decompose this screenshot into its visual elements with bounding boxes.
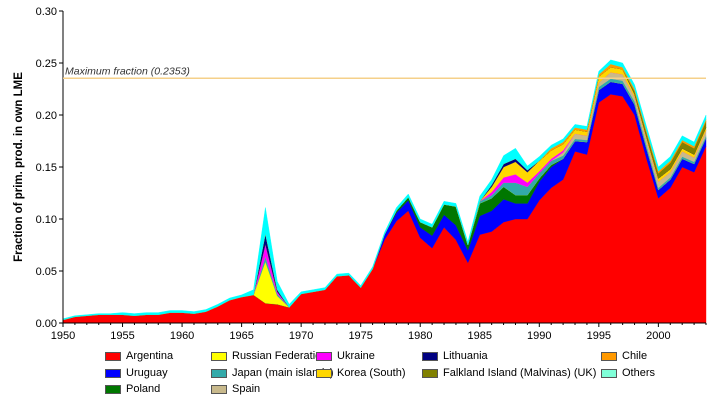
legend-swatch bbox=[422, 351, 438, 361]
y-tick-label: 0.15 bbox=[36, 162, 57, 174]
x-tick-label: 1955 bbox=[110, 330, 134, 342]
legend-swatch bbox=[211, 351, 227, 361]
legend-label: Japan (main islands) bbox=[232, 367, 334, 379]
legend-item: Chile bbox=[601, 349, 647, 363]
legend-label: Poland bbox=[126, 383, 161, 395]
legend-item: Argentina bbox=[105, 349, 173, 363]
legend-swatch bbox=[211, 368, 227, 378]
legend-swatch bbox=[316, 351, 332, 361]
legend-swatch bbox=[211, 384, 227, 394]
legend-label: Chile bbox=[622, 350, 648, 362]
x-tick-label: 2000 bbox=[646, 330, 670, 342]
legend-label: Russian Federation bbox=[232, 350, 328, 362]
y-axis-label: Fraction of prim. prod. in own LME bbox=[13, 72, 25, 262]
legend-swatch bbox=[105, 384, 121, 394]
legend-item: Ukraine bbox=[316, 349, 375, 363]
legend-label: Uruguay bbox=[126, 367, 168, 379]
x-tick-label: 1995 bbox=[587, 330, 611, 342]
max-fraction-reference: Maximum fraction (0.2353) bbox=[63, 65, 706, 80]
legend-swatch bbox=[601, 368, 617, 378]
area-series-group bbox=[62, 59, 707, 324]
y-tick-label: 0.30 bbox=[36, 6, 57, 18]
legend-item: Russian Federation bbox=[211, 349, 327, 363]
legend-item: Japan (main islands) bbox=[211, 366, 334, 380]
legend-item: Falkland Island (Malvinas) (UK) bbox=[422, 366, 596, 380]
legend-swatch bbox=[105, 351, 121, 361]
y-tick-label: 0.05 bbox=[36, 266, 57, 278]
legend-label: Falkland Island (Malvinas) (UK) bbox=[443, 367, 597, 379]
axes-group: 0.00 0.05 0.10 0.15 0.20 0.25 0.30 1950 1955 1960… bbox=[36, 6, 707, 342]
x-tick-label: 1985 bbox=[468, 330, 492, 342]
x-tick-label: 1950 bbox=[51, 330, 75, 342]
x-tick-label: 1980 bbox=[408, 330, 432, 342]
area-argentina bbox=[62, 93, 707, 324]
area-others bbox=[62, 59, 707, 321]
legend-label: Lithuania bbox=[443, 350, 488, 362]
legend-swatch bbox=[105, 368, 121, 378]
max-fraction-label: Maximum fraction (0.2353) bbox=[65, 65, 190, 77]
x-tick-label: 1975 bbox=[348, 330, 372, 342]
legend-label: Others bbox=[622, 367, 656, 379]
x-tick-label: 1960 bbox=[170, 330, 194, 342]
legend-swatch bbox=[601, 351, 617, 361]
legend-item: Spain bbox=[211, 382, 260, 396]
legend-label: Ukraine bbox=[337, 350, 375, 362]
y-tick-label: 0.10 bbox=[36, 214, 57, 226]
y-tick-label: 0.00 bbox=[36, 318, 57, 330]
legend-item: Poland bbox=[105, 382, 160, 396]
y-tick-label: 0.20 bbox=[36, 110, 57, 122]
y-tick-label: 0.25 bbox=[36, 58, 57, 70]
x-tick-label: 1965 bbox=[229, 330, 253, 342]
legend-swatch bbox=[422, 368, 438, 378]
legend-item: Korea (South) bbox=[316, 366, 405, 380]
chart-legend: Argentina Russian Federation Ukraine Lithua… bbox=[105, 349, 705, 399]
legend-item: Others bbox=[601, 366, 655, 380]
legend-item: Lithuania bbox=[422, 349, 488, 363]
x-tick-label: 1990 bbox=[527, 330, 551, 342]
legend-label: Korea (South) bbox=[337, 367, 406, 379]
legend-label: Argentina bbox=[126, 350, 174, 362]
legend-label: Spain bbox=[232, 383, 261, 395]
legend-item: Uruguay bbox=[105, 366, 168, 380]
x-tick-label: 1970 bbox=[289, 330, 313, 342]
legend-swatch bbox=[316, 368, 332, 378]
